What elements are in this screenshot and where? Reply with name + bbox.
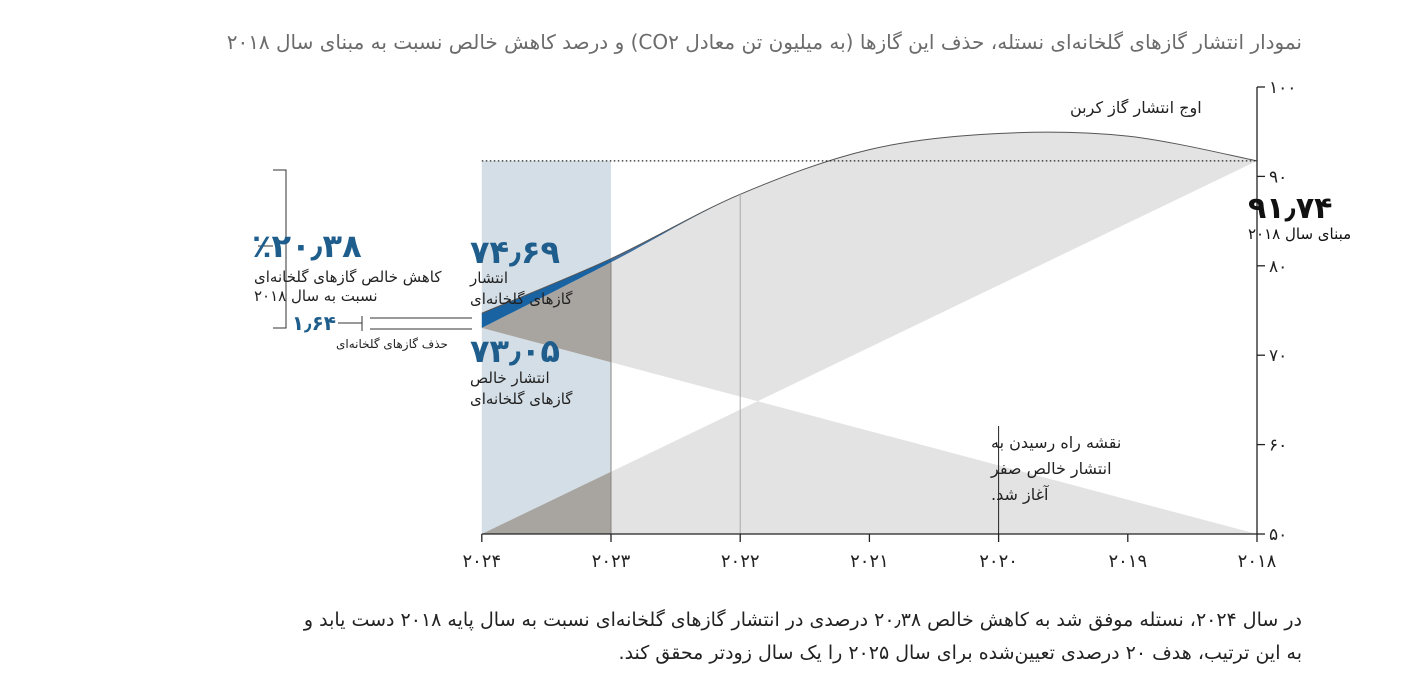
x-tick-label: ۲۰۲۱ xyxy=(850,551,889,572)
x-tick-label: ۲۰۱۹ xyxy=(1108,551,1147,572)
y-tick-label: ۹۰ xyxy=(1269,167,1287,187)
reduction-bracket xyxy=(273,169,287,329)
x-tick-label: ۲۰۲۲ xyxy=(721,551,760,572)
roadmap-label: آغاز شد. xyxy=(991,485,1050,505)
reduction-value: ٪۲۰٫۳۸ xyxy=(252,227,362,265)
removal-label: حذف گازهای گلخانه‌ای xyxy=(336,337,448,352)
y-tick-label: ۸۰ xyxy=(1269,257,1287,277)
chart-caption: در سال ۲۰۲۴، نستله موفق شد به کاهش خالص … xyxy=(122,604,1302,670)
highlight-net-area xyxy=(481,262,611,534)
roadmap-label: انتشار خالص صفر xyxy=(990,459,1112,479)
gross-label: انتشار xyxy=(469,269,508,287)
net-value: ۷۳٫۰۵ xyxy=(470,332,560,370)
gross-emissions-line xyxy=(481,131,1258,314)
removal-value: ۱٫۶۴ xyxy=(292,311,336,335)
caption-line-1: در سال ۲۰۲۴، نستله موفق شد به کاهش خالص … xyxy=(303,609,1302,631)
caption-line-2: به این ترتیب، هدف ۲۰ درصدی تعیین‌شده برا… xyxy=(618,642,1302,664)
net-label: انتشار خالص xyxy=(470,369,550,387)
y-tick-label: ۷۰ xyxy=(1269,346,1287,366)
gross-label: گازهای گلخانه‌ای xyxy=(470,290,573,308)
x-tick-label: ۲۰۲۰ xyxy=(979,551,1018,572)
net-emissions-area xyxy=(481,132,1257,534)
x-tick-label: ۲۰۲۳ xyxy=(592,551,631,572)
gross-value: ۷۴٫۶۹ xyxy=(470,233,560,271)
chart-title: نمودار انتشار گازهای گلخانه‌ای نستله، حذ… xyxy=(226,30,1302,54)
reduction-label: نسبت به سال ۲۰۱۸ xyxy=(254,287,378,305)
baseline-value: ۹۱٫۷۴ xyxy=(1248,191,1332,226)
baseline-label: مبنای سال ۲۰۱۸ xyxy=(1248,225,1351,243)
peak-label: اوج انتشار گاز کربن xyxy=(1070,98,1202,118)
x-tick-label: ۲۰۲۴ xyxy=(462,551,501,572)
net-label: گازهای گلخانه‌ای xyxy=(470,390,573,408)
reduction-label: کاهش خالص گازهای گلخانه‌ای xyxy=(254,268,442,286)
y-tick-label: ۵۰ xyxy=(1269,525,1287,545)
roadmap-label: نقشه راه رسیدن به xyxy=(991,433,1121,453)
y-tick-label: ۱۰۰ xyxy=(1269,78,1296,98)
chart-svg: ۲۰۱۸ ۲۰۱۹ ۲۰۲۰ ۲۰۲۱ ۲۰۲۲ ۲۰۲۳ ۲۰۲۴ ۵۰ ۶۰ ۷۰ ۸۰ ۹۰ ۱۰… xyxy=(252,78,1351,572)
y-tick-label: ۶۰ xyxy=(1269,436,1287,456)
x-tick-label: ۲۰۱۸ xyxy=(1238,551,1277,572)
plot-area: ۲۰۱۸ ۲۰۱۹ ۲۰۲۰ ۲۰۲۱ ۲۰۲۲ ۲۰۲۳ ۲۰۲۴ ۵۰ ۶۰ ۷۰ ۸۰ ۹۰ ۱۰… xyxy=(252,78,1351,572)
